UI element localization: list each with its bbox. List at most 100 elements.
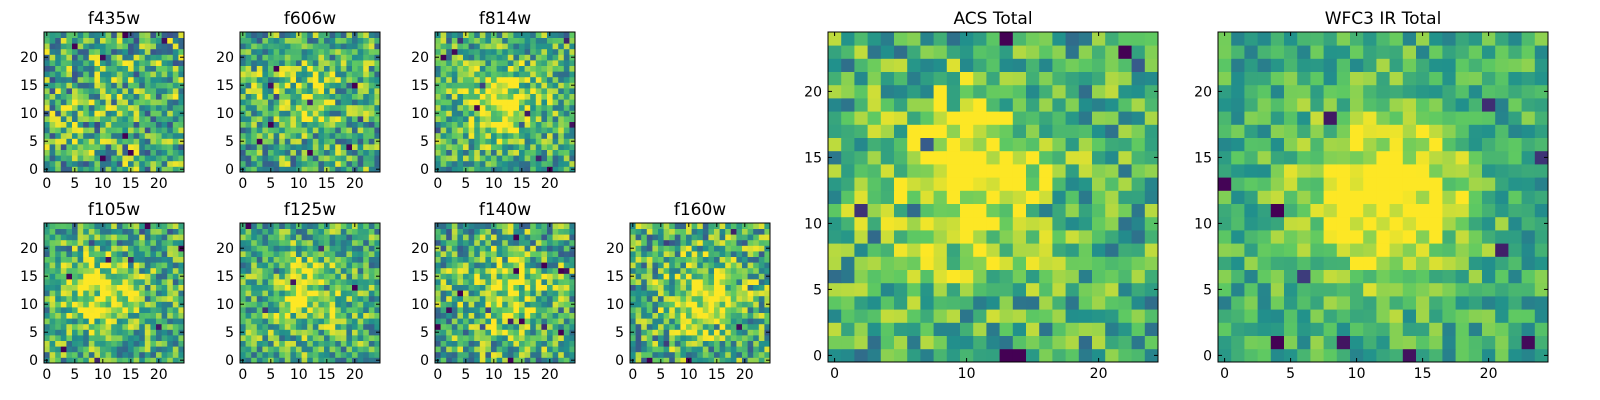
heatmap-cell	[485, 48, 492, 55]
heatmap-cell	[463, 37, 469, 44]
heatmap-cell	[530, 284, 537, 291]
heatmap-cell	[519, 228, 525, 235]
heatmap-cell	[999, 309, 1014, 323]
heatmap-cell	[44, 132, 50, 139]
heatmap-cell	[747, 267, 754, 274]
heatmap-cell	[312, 228, 319, 235]
heatmap-cell	[329, 93, 336, 100]
heatmap-cell	[150, 357, 157, 364]
heatmap-cell	[167, 65, 174, 72]
heatmap-cell	[307, 127, 314, 134]
heatmap-cell	[256, 307, 263, 313]
heatmap-cell	[828, 322, 842, 336]
heatmap-cell	[279, 251, 286, 257]
heatmap-cell	[122, 54, 129, 61]
heatmap-cell	[474, 267, 481, 274]
heatmap-cell	[697, 357, 704, 364]
heatmap-cell	[251, 99, 258, 106]
heatmap-cell	[435, 295, 441, 302]
heatmap-cell	[172, 76, 179, 83]
heatmap-cell	[753, 346, 760, 353]
heatmap-cell	[340, 37, 347, 44]
heatmap-cell	[66, 149, 73, 156]
heatmap-cell	[719, 312, 726, 319]
heatmap-cell	[635, 351, 642, 358]
heatmap-cell	[290, 37, 297, 44]
heatmap-cell	[161, 340, 168, 347]
heatmap-cell	[357, 307, 364, 313]
heatmap-cell	[284, 301, 291, 308]
heatmap-cell	[669, 329, 676, 336]
heatmap-cell	[485, 54, 492, 61]
heatmap-cell	[547, 149, 553, 156]
heatmap-cell	[519, 104, 525, 111]
heatmap-cell	[111, 256, 118, 263]
heatmap-cell	[72, 284, 78, 291]
heatmap-cell	[262, 290, 269, 297]
heatmap-cell	[758, 251, 765, 257]
heatmap-cell	[854, 216, 868, 231]
heatmap-cell	[116, 335, 123, 341]
heatmap-cell	[240, 346, 246, 353]
heatmap-cell	[368, 155, 375, 162]
heatmap-cell	[346, 340, 353, 347]
heatmap-cell	[999, 256, 1014, 270]
heatmap-cell	[329, 262, 336, 269]
heatmap-cell	[240, 307, 246, 313]
heatmap-cell	[49, 256, 56, 263]
heatmap-cell	[83, 279, 90, 285]
heatmap-cell	[496, 312, 503, 319]
heatmap-cell	[301, 340, 308, 347]
heatmap-cell	[312, 121, 319, 128]
heatmap-cell	[646, 245, 653, 252]
heatmap-cell	[524, 284, 531, 291]
heatmap-cell	[507, 104, 514, 111]
y-tick-label: 10	[216, 106, 234, 122]
heatmap-cell	[290, 279, 297, 285]
heatmap-cell	[725, 234, 732, 241]
heatmap-cell	[290, 43, 297, 50]
heatmap-cell	[72, 93, 78, 100]
heatmap-cell	[374, 279, 381, 285]
heatmap-cell	[1105, 269, 1119, 284]
heatmap-cell	[669, 279, 676, 285]
heatmap-cell	[491, 284, 497, 291]
heatmap-cell	[279, 234, 286, 241]
heatmap-cell	[1131, 216, 1146, 231]
heatmap-cell	[83, 273, 90, 280]
heatmap-cell	[105, 329, 112, 336]
heatmap-cell	[474, 357, 481, 364]
heatmap-cell	[363, 351, 370, 358]
heatmap-cell	[569, 228, 576, 235]
heatmap-cell	[346, 132, 353, 139]
heatmap-cell	[646, 318, 653, 325]
heatmap-cell	[674, 323, 681, 330]
heatmap-cell	[435, 284, 441, 291]
heatmap-cell	[352, 127, 358, 134]
heatmap-cell	[301, 76, 308, 83]
heatmap-cell	[251, 82, 258, 89]
heatmap-cell	[491, 323, 497, 330]
heatmap-cell	[686, 318, 692, 325]
heatmap-cell	[513, 99, 520, 106]
heatmap-cell	[133, 245, 140, 252]
heatmap-cell	[719, 295, 726, 302]
heatmap-cell	[55, 251, 62, 257]
heatmap-cell	[100, 267, 106, 274]
heatmap-cell	[652, 357, 659, 364]
heatmap-cell	[144, 284, 151, 291]
heatmap-cell	[240, 88, 246, 94]
heatmap-cell	[730, 290, 737, 297]
heatmap-cell	[646, 267, 653, 274]
heatmap-cell	[496, 273, 503, 280]
heatmap-cell	[841, 348, 855, 363]
heatmap-cell	[368, 88, 375, 94]
heatmap-cell	[161, 251, 168, 257]
heatmap-cell	[150, 223, 157, 229]
heatmap-cell	[1078, 216, 1093, 231]
heatmap-cell	[77, 88, 84, 94]
heatmap-cell	[725, 346, 732, 353]
heatmap-cell	[519, 82, 525, 89]
heatmap-cell	[686, 279, 692, 285]
